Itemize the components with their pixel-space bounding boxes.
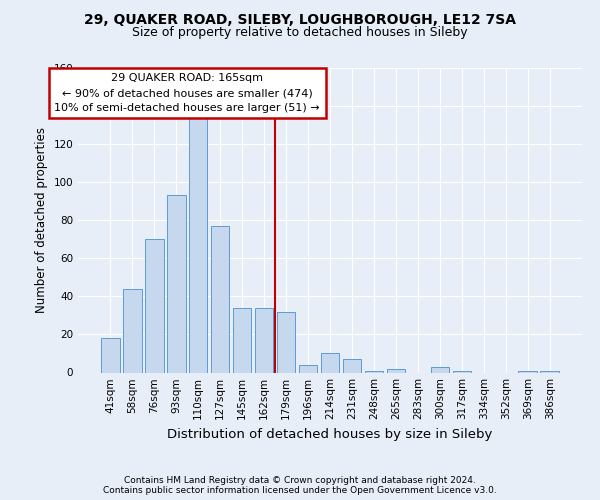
Bar bbox=[365, 370, 383, 372]
Bar bbox=[277, 312, 295, 372]
Bar bbox=[343, 359, 361, 372]
Bar bbox=[320, 354, 340, 372]
Text: Contains public sector information licensed under the Open Government Licence v3: Contains public sector information licen… bbox=[103, 486, 497, 495]
Bar bbox=[255, 308, 274, 372]
Bar bbox=[541, 370, 559, 372]
Y-axis label: Number of detached properties: Number of detached properties bbox=[35, 127, 48, 313]
Bar bbox=[211, 226, 229, 372]
Bar bbox=[518, 370, 537, 372]
X-axis label: Distribution of detached houses by size in Sileby: Distribution of detached houses by size … bbox=[167, 428, 493, 441]
Bar bbox=[452, 370, 471, 372]
Bar bbox=[145, 239, 164, 372]
Bar bbox=[431, 367, 449, 372]
Bar bbox=[123, 288, 142, 372]
Text: 29 QUAKER ROAD: 165sqm
← 90% of detached houses are smaller (474)
10% of semi-de: 29 QUAKER ROAD: 165sqm ← 90% of detached… bbox=[55, 73, 320, 113]
Bar bbox=[233, 308, 251, 372]
Text: Contains HM Land Registry data © Crown copyright and database right 2024.: Contains HM Land Registry data © Crown c… bbox=[124, 476, 476, 485]
Text: 29, QUAKER ROAD, SILEBY, LOUGHBOROUGH, LE12 7SA: 29, QUAKER ROAD, SILEBY, LOUGHBOROUGH, L… bbox=[84, 12, 516, 26]
Bar bbox=[101, 338, 119, 372]
Bar bbox=[299, 365, 317, 372]
Text: Size of property relative to detached houses in Sileby: Size of property relative to detached ho… bbox=[132, 26, 468, 39]
Bar bbox=[189, 117, 208, 372]
Bar bbox=[386, 368, 405, 372]
Bar bbox=[167, 195, 185, 372]
